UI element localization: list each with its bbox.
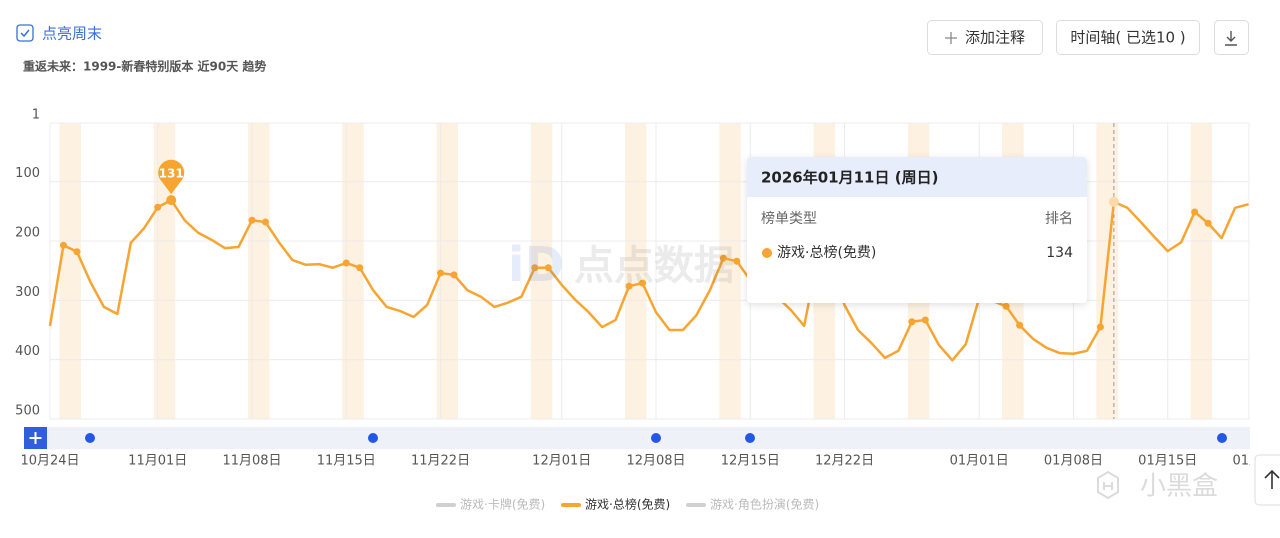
weekend-band — [1190, 123, 1213, 419]
tooltip-header-bg — [747, 157, 1087, 197]
corner-logo-icon — [1097, 470, 1119, 500]
point — [625, 282, 633, 290]
tooltip-value: 134 — [1046, 245, 1073, 261]
point — [908, 318, 916, 326]
annotation-label: 131 — [159, 167, 184, 181]
watermark-logo: iD — [508, 237, 564, 293]
timeline-events — [85, 433, 1227, 443]
tooltip-series: 游戏·总榜(免费) — [777, 244, 876, 261]
watermark: iD 点点数据 — [508, 237, 734, 293]
event-dot[interactable] — [368, 433, 378, 443]
weekend-band — [342, 123, 364, 419]
plot: 1 100 200 300 400 500 10月24日 11月01日 11月08日 11月15日… — [15, 108, 1280, 469]
checkbox-label[interactable]: 点亮周末 — [42, 25, 102, 43]
point — [356, 264, 364, 272]
tooltip-title: 2026年01月11日 (周日) — [761, 169, 938, 187]
point — [531, 264, 539, 272]
plus-icon — [945, 32, 957, 44]
point — [719, 254, 727, 262]
point — [1191, 208, 1199, 216]
scroll-top-icon — [1264, 469, 1280, 489]
x-tick-label: 01月01日 — [950, 454, 1009, 469]
x-tick-label: 11月22日 — [411, 454, 470, 469]
x-tick-label: 11月15日 — [317, 454, 376, 469]
peak-point — [166, 195, 177, 206]
legend-label[interactable]: 游戏·总榜(免费) — [585, 497, 670, 512]
tooltip-col: 排名 — [1045, 211, 1073, 227]
event-dot[interactable] — [85, 433, 95, 443]
weekend-band — [436, 123, 458, 419]
x-tick-label: 01月08日 — [1044, 454, 1103, 469]
subtitle: 重返未来：1999-新春特别版本 近90天 趋势 — [23, 59, 266, 74]
timeline-label: 时间轴( 已选10 ) — [1070, 29, 1185, 47]
x-tick-label: 11月01日 — [128, 454, 187, 469]
point — [450, 271, 458, 279]
timeline-button[interactable] — [1056, 20, 1200, 55]
x-tick-label: 10月24日 — [20, 454, 79, 469]
legend-label[interactable]: 游戏·卡牌(免费) — [460, 497, 545, 512]
download-icon — [1225, 31, 1237, 46]
checkmark — [20, 29, 30, 38]
point — [342, 259, 350, 267]
weekend-band — [625, 123, 647, 419]
y-tick-label: 300 — [15, 285, 40, 300]
checkbox[interactable] — [16, 24, 34, 42]
annotation-pin — [158, 159, 185, 195]
y-tick-label: 400 — [15, 344, 40, 359]
tooltip-col: 榜单类型 — [761, 210, 817, 227]
annotate-label: 添加注释 — [965, 29, 1025, 47]
point — [59, 241, 67, 249]
event-dot[interactable] — [745, 433, 755, 443]
x-tick-label: 01月22日 — [1232, 454, 1280, 469]
x-tick-label: 12月15日 — [721, 454, 780, 469]
weekend-band — [59, 123, 81, 419]
event-dot[interactable] — [1217, 433, 1227, 443]
y-tick-label: 500 — [15, 404, 40, 419]
watermark-text: 点点数据 — [574, 243, 734, 289]
x-tick-label: 11月08日 — [222, 454, 281, 469]
x-tick-label: 12月01日 — [532, 454, 591, 469]
point — [261, 218, 269, 226]
weekend-band — [530, 123, 553, 419]
point — [733, 257, 741, 265]
point — [1108, 196, 1119, 207]
timeline-bar — [24, 427, 1250, 449]
x-tick-label: 12月08日 — [626, 454, 685, 469]
point — [1016, 321, 1024, 329]
event-dot[interactable] — [651, 433, 661, 443]
point — [1002, 302, 1010, 310]
legend: 游戏·卡牌(免费) 游戏·总榜(免费) 游戏·角色扮演(免费) — [436, 497, 819, 512]
y-tick-label: 100 — [15, 166, 40, 181]
weekend-band — [719, 123, 741, 419]
weekend-band — [248, 123, 270, 419]
legend-label[interactable]: 游戏·角色扮演(免费) — [710, 497, 819, 512]
point — [639, 279, 647, 287]
tooltip-swatch — [762, 248, 772, 258]
x-tick-label: 01月15日 — [1138, 454, 1197, 469]
y-tick-label: 200 — [15, 226, 40, 241]
timeline-add-icon — [29, 432, 42, 444]
series-line — [48, 198, 1249, 362]
point — [248, 216, 256, 224]
point — [544, 264, 552, 272]
point — [154, 203, 162, 211]
annotate-button[interactable] — [927, 20, 1043, 55]
y-tick-label: 1 — [32, 108, 40, 123]
corner-logo-text: 小黑盒 — [1140, 472, 1218, 502]
point — [921, 316, 929, 324]
point — [73, 248, 81, 256]
corner-logo: 小黑盒 — [1097, 470, 1218, 502]
point — [1204, 219, 1212, 227]
scroll-top-button[interactable] — [1254, 454, 1280, 506]
x-tick-label: 12月22日 — [815, 454, 874, 469]
point — [1096, 323, 1104, 331]
point — [437, 269, 445, 277]
